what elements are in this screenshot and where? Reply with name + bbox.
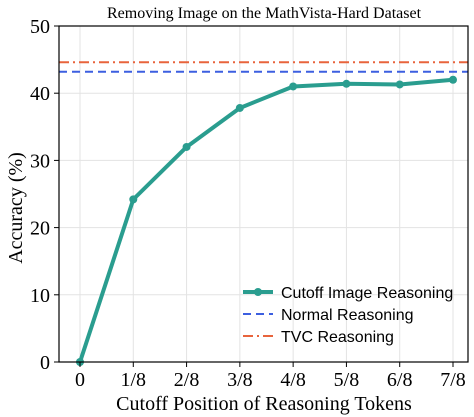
x-tick-label: 5/8 xyxy=(334,369,360,391)
x-tick-label: 0 xyxy=(75,369,85,391)
x-tick-label: 7/8 xyxy=(440,369,466,391)
data-point xyxy=(289,82,298,91)
legend: Cutoff Image Reasoning Normal Reasoning … xyxy=(243,285,453,346)
chart-title: Removing Image on the MathVista-Hard Dat… xyxy=(107,5,422,22)
data-point xyxy=(449,75,457,84)
x-tick-label: 3/8 xyxy=(227,369,253,391)
x-axis-label: Cutoff Position of Reasoning Tokens xyxy=(116,393,412,415)
data-point xyxy=(395,80,404,89)
legend-label-normal-reasoning: Normal Reasoning xyxy=(281,307,414,324)
y-axis-label: Accuracy (%) xyxy=(5,152,27,264)
y-tick-label: 10 xyxy=(30,285,50,307)
reference-lines xyxy=(59,61,468,73)
series-line-cutoff-image-reasoning xyxy=(78,77,454,363)
y-tick-label: 0 xyxy=(40,352,50,374)
y-tick-label: 50 xyxy=(30,16,50,38)
y-tick-label: 30 xyxy=(30,150,50,172)
legend-marker-cutoff-image-reasoning xyxy=(254,288,262,296)
ticks: 0 1/8 2/8 3/8 4/8 5/8 6/8 7/8 0 10 20 30 40 50 xyxy=(30,16,466,391)
data-point xyxy=(129,195,138,204)
series xyxy=(76,75,457,366)
legend-label-cutoff-image-reasoning: Cutoff Image Reasoning xyxy=(281,285,453,302)
y-tick-label: 40 xyxy=(30,83,50,105)
x-tick-label: 6/8 xyxy=(387,369,413,391)
plot-frame xyxy=(58,25,469,363)
legend-label-tvc-reasoning: TVC Reasoning xyxy=(281,329,394,346)
data-point xyxy=(342,79,351,88)
data-point xyxy=(235,103,244,112)
x-tick-label: 4/8 xyxy=(280,369,306,391)
data-point xyxy=(182,142,191,151)
x-tick-label: 1/8 xyxy=(121,369,147,391)
y-tick-label: 20 xyxy=(30,218,50,240)
x-tick-label: 2/8 xyxy=(174,369,200,391)
